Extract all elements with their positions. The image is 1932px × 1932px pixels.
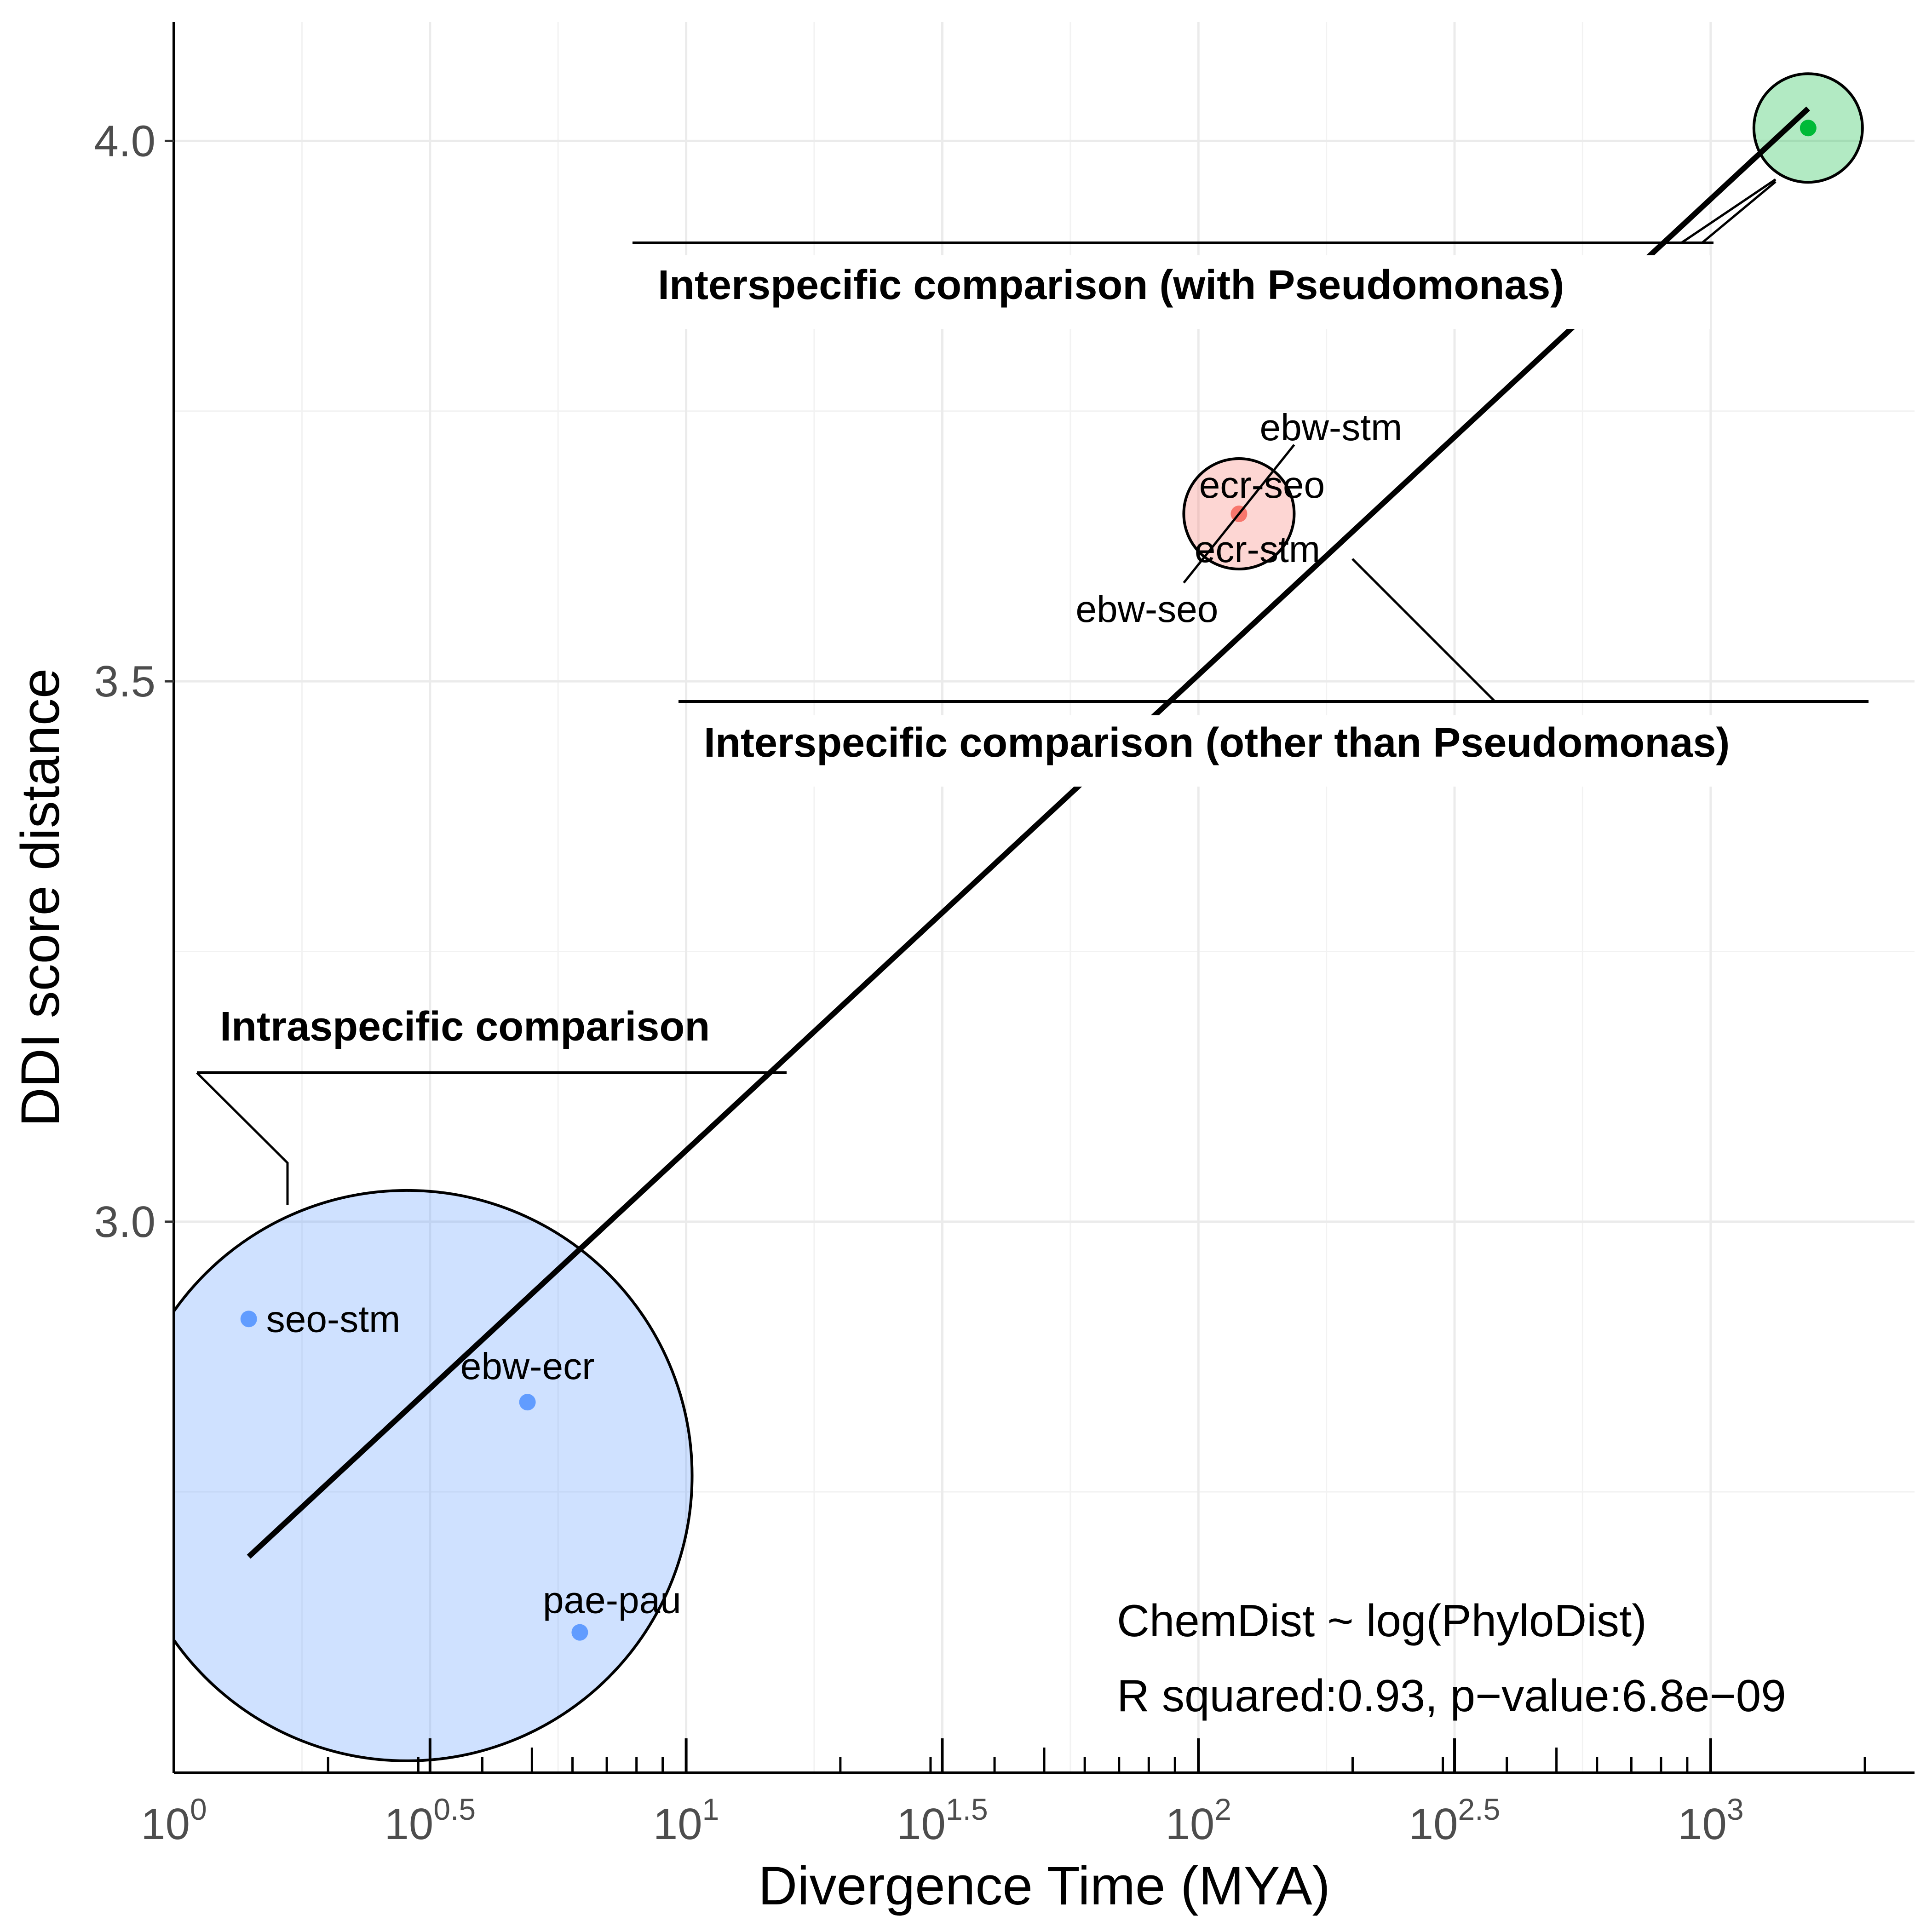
x-tick-label: 102 bbox=[1165, 1792, 1231, 1849]
x-tick-label: 100 bbox=[141, 1792, 207, 1849]
regression-line-group bbox=[247, 106, 1810, 1559]
y-axis-title: DDI score distance bbox=[10, 668, 71, 1127]
group-annotations: Intraspecific comparison Interspecific co… bbox=[196, 178, 1876, 1205]
point-label: ecr-seo bbox=[1199, 464, 1325, 506]
regression-stats: R squared:0.93, p−value:6.8e−09 bbox=[1117, 1670, 1786, 1721]
annotation-background bbox=[689, 715, 1876, 787]
data-point bbox=[1800, 120, 1817, 137]
point-label: seo-stm bbox=[266, 1298, 401, 1340]
point-labels: seo-stm ebw-ecr pae-pau ebw-stm ecr-seo ecr-s… bbox=[266, 407, 1403, 1622]
label-segment bbox=[1183, 513, 1240, 584]
annotation-label: Intraspecific comparison bbox=[220, 1004, 710, 1050]
data-point bbox=[240, 1311, 257, 1328]
x-tick-label: 101.5 bbox=[897, 1792, 988, 1849]
data-point bbox=[571, 1624, 588, 1641]
regression-equation: ChemDist ~ log(PhyloDist) bbox=[1117, 1595, 1647, 1646]
point-label: pae-pau bbox=[543, 1580, 681, 1622]
data-point bbox=[519, 1394, 536, 1411]
label-segment bbox=[1238, 444, 1295, 515]
y-ticks: 3.0 3.5 4.0 bbox=[94, 116, 174, 1247]
annotation-background bbox=[643, 255, 1710, 329]
annotation-label: Interspecific comparison (other than Pse… bbox=[704, 720, 1730, 766]
point-label: ebw-seo bbox=[1075, 588, 1218, 630]
annotation-leader bbox=[1351, 558, 1496, 702]
y-tick-label: 3.5 bbox=[94, 657, 155, 706]
annotation-leader bbox=[1701, 181, 1777, 244]
x-tick-label: 100.5 bbox=[385, 1792, 476, 1849]
group-circle bbox=[174, 1189, 694, 1762]
y-tick-label: 4.0 bbox=[94, 116, 155, 166]
regression-line bbox=[247, 106, 1810, 1559]
x-tick-label: 102.5 bbox=[1409, 1792, 1501, 1849]
y-tick-label: 3.0 bbox=[94, 1197, 155, 1247]
annotation-label: Interspecific comparison (with Pseudomon… bbox=[658, 262, 1564, 308]
point-label: ecr-stm bbox=[1195, 529, 1320, 570]
x-ticks: 100 100.5 101 101.5 102 102.5 103 bbox=[141, 1738, 1866, 1849]
point-label: ebw-stm bbox=[1259, 407, 1402, 448]
x-axis-title: Divergence Time (MYA) bbox=[758, 1856, 1330, 1916]
x-tick-label: 103 bbox=[1678, 1792, 1744, 1849]
annotation-leader bbox=[196, 1072, 289, 1205]
point-label: ebw-ecr bbox=[460, 1346, 595, 1387]
annotation-leader bbox=[1680, 178, 1777, 244]
x-tick-label: 101 bbox=[653, 1792, 719, 1849]
